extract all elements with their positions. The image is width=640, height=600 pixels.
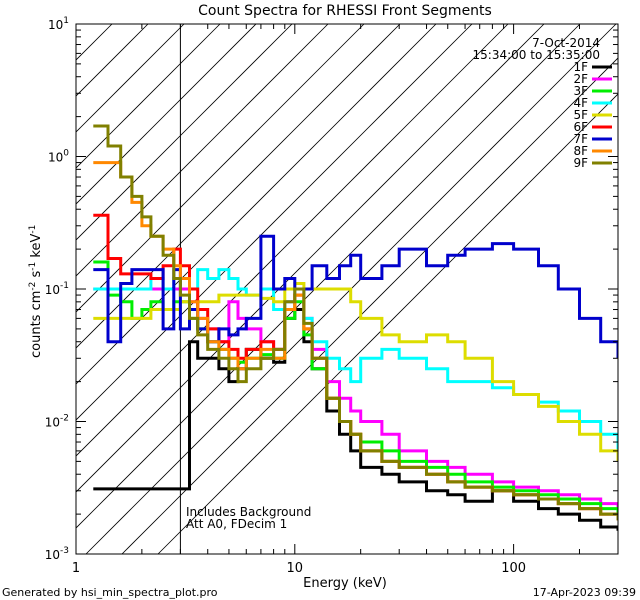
hatch-line bbox=[76, 24, 221, 169]
legend: 7-Oct-2014 15:34:00 to 15:35:00 1F2F3F4F… bbox=[473, 36, 612, 170]
y-tick-label: 10-2 bbox=[45, 414, 69, 430]
y-tick-labels: 10-3 10-2 10-1 100 101 bbox=[45, 16, 70, 562]
x-tick-labels: 1 10 100 bbox=[72, 561, 526, 576]
legend-label-3F: 3F bbox=[573, 84, 588, 98]
axis-ticks bbox=[75, 23, 619, 555]
hatch-line bbox=[157, 93, 618, 554]
x-tick-label: 10 bbox=[287, 561, 304, 576]
annotation-attenuator: Att A0, FDecim 1 bbox=[186, 517, 287, 531]
y-tick-label: 101 bbox=[48, 16, 69, 32]
series-9F-line bbox=[93, 124, 618, 521]
footer-timestamp: 17-Apr-2023 09:39 bbox=[533, 586, 636, 599]
hatch-line bbox=[121, 57, 618, 554]
hatch-line bbox=[76, 24, 185, 133]
legend-label-8F: 8F bbox=[573, 144, 588, 158]
chart-title: Count Spectra for RHESSI Front Segments bbox=[198, 3, 492, 19]
legend-date: 7-Oct-2014 bbox=[532, 36, 600, 50]
legend-label-9F: 9F bbox=[573, 156, 588, 170]
hatch-line bbox=[76, 24, 257, 205]
y-tick-label: 10-1 bbox=[45, 281, 69, 297]
x-axis-label: Energy (keV) bbox=[303, 576, 387, 591]
legend-label-4F: 4F bbox=[573, 96, 588, 110]
hatch-line bbox=[76, 24, 293, 241]
y-axis-label: counts cm-2 s-1 keV-1 bbox=[28, 225, 44, 358]
legend-label-2F: 2F bbox=[573, 72, 588, 86]
legend-label-5F: 5F bbox=[573, 108, 588, 122]
series-group bbox=[93, 124, 618, 531]
hatch-line bbox=[76, 24, 329, 277]
legend-time-range: 15:34:00 to 15:35:00 bbox=[473, 48, 600, 62]
legend-label-6F: 6F bbox=[573, 120, 588, 134]
legend-label-1F: 1F bbox=[573, 60, 588, 74]
x-tick-label: 100 bbox=[501, 561, 526, 576]
x-tick-label: 1 bbox=[72, 561, 80, 576]
y-tick-label: 100 bbox=[48, 149, 69, 165]
annotation-background: Includes Background bbox=[186, 505, 311, 519]
y-tick-label: 10-3 bbox=[45, 546, 69, 562]
legend-label-7F: 7F bbox=[573, 132, 588, 146]
hatch-line bbox=[76, 24, 473, 421]
footer-generated-by: Generated by hsi_min_spectra_plot.pro bbox=[2, 586, 218, 599]
